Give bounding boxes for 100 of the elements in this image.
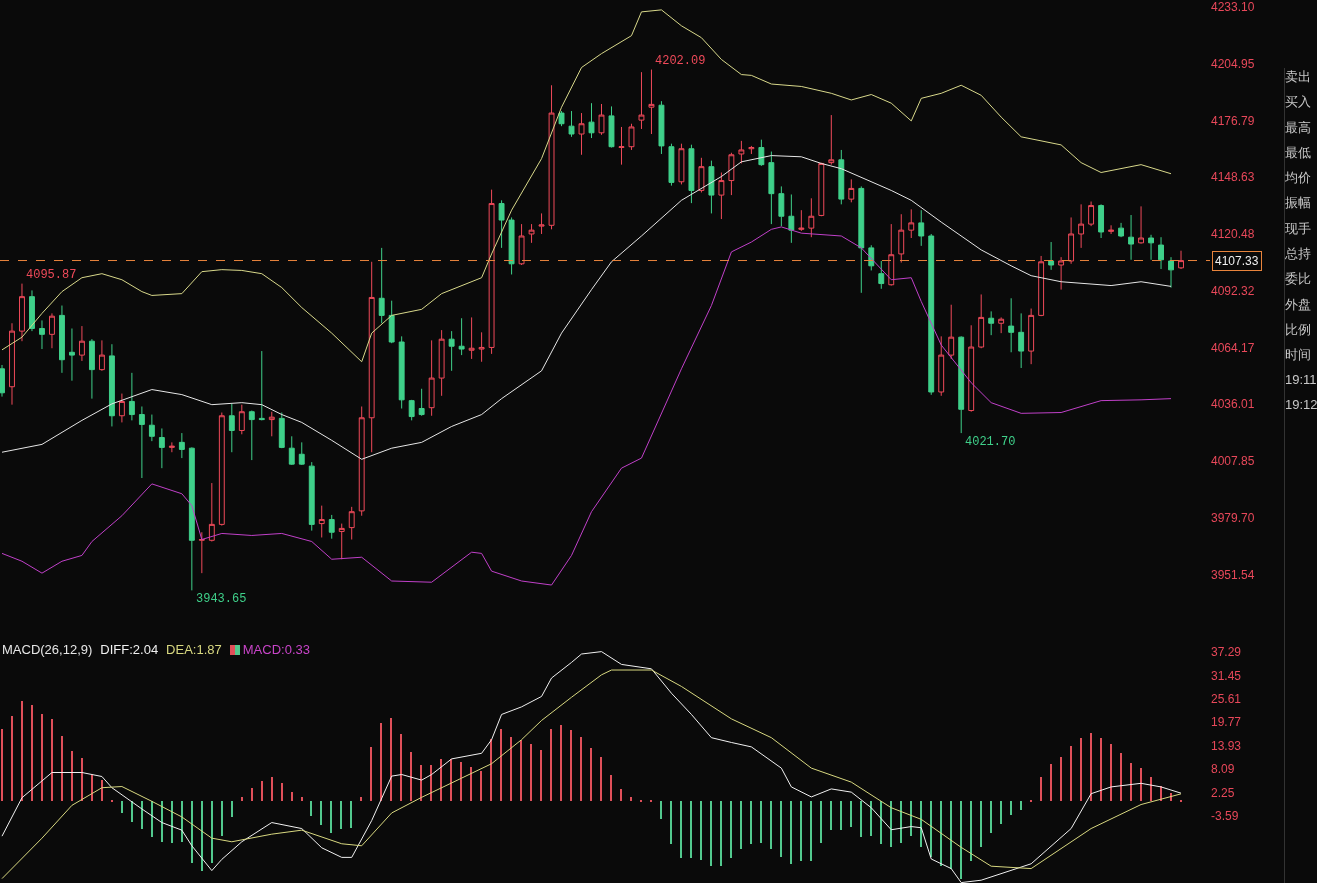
bar (1090, 733, 1092, 801)
bar (1140, 768, 1142, 801)
candlestick (898, 213, 905, 264)
bar (530, 744, 532, 801)
y-tick-label: 4233.10 (1211, 0, 1255, 15)
bar (850, 801, 852, 827)
bar (71, 751, 73, 801)
bar (740, 801, 742, 849)
bar (261, 781, 263, 801)
bar (1050, 764, 1052, 801)
candlestick (1088, 201, 1095, 227)
bar (211, 801, 213, 863)
candlestick (698, 157, 705, 193)
candlestick (688, 144, 695, 204)
y-tick-label: 3951.54 (1211, 567, 1255, 582)
chart-title: MACD(26,12,9) (2, 642, 93, 657)
bar (131, 801, 133, 822)
bar (51, 719, 53, 801)
candlestick (628, 123, 635, 151)
bar (940, 801, 942, 866)
ref-line-label: 4107.33 (1215, 254, 1259, 268)
bar (1010, 801, 1012, 815)
bar (920, 801, 922, 847)
text: 振幅 (1285, 194, 1312, 213)
bar (1040, 777, 1042, 801)
candlestick (428, 339, 435, 417)
candlestick (228, 403, 235, 453)
bar (600, 757, 602, 801)
bar (340, 801, 342, 829)
candlestick (1038, 255, 1045, 317)
bar (490, 739, 492, 801)
candlestick (758, 139, 765, 167)
candlestick (418, 388, 425, 417)
bar (720, 801, 722, 866)
text: 4021.70 (965, 435, 1016, 449)
bar (630, 797, 632, 801)
candlestick (668, 143, 675, 187)
candlestick (1028, 308, 1035, 365)
candlestick (478, 331, 485, 363)
text: 4095.87 (26, 268, 77, 282)
candlestick (1108, 224, 1115, 235)
bar (930, 801, 932, 857)
candlestick (198, 531, 205, 574)
candlestick (328, 514, 335, 540)
bar (590, 748, 592, 801)
candlestick (368, 261, 375, 453)
bar (960, 801, 962, 879)
candlestick (398, 335, 405, 409)
candlestick (128, 372, 135, 421)
bar (21, 701, 23, 801)
bar (500, 729, 502, 801)
candlestick (1128, 214, 1135, 261)
bar (460, 762, 462, 801)
candlestick (138, 405, 145, 479)
bar (480, 771, 482, 801)
text: 现手 (1285, 219, 1312, 238)
bar (1120, 753, 1122, 801)
candlestick (288, 435, 295, 466)
candlestick (978, 293, 985, 349)
y-tick-label: 37.29 (1211, 645, 1242, 660)
candlestick (818, 162, 825, 217)
bar (910, 801, 912, 836)
text: 比例 (1285, 320, 1312, 339)
candlestick (938, 335, 945, 397)
candlestick (678, 143, 685, 185)
bar (580, 737, 582, 801)
legend-label: MACD:0.33 (242, 642, 310, 657)
line-series (1, 9, 1172, 363)
candlestick (248, 410, 255, 461)
candlestick (538, 212, 545, 235)
candlestick (748, 145, 755, 155)
candlestick (338, 523, 345, 560)
text: 3943.65 (196, 592, 247, 606)
candlestick (518, 223, 525, 266)
candlestick (528, 223, 535, 244)
bar (980, 801, 982, 847)
bar (970, 801, 972, 861)
bar (420, 765, 422, 801)
candlestick (19, 283, 25, 342)
candlestick (988, 310, 995, 336)
bar (430, 765, 432, 801)
candlestick (68, 327, 75, 382)
bar (690, 801, 692, 858)
y-tick-label: 4064.17 (1211, 340, 1255, 355)
candlestick (498, 199, 505, 249)
bar (770, 801, 772, 849)
bar (141, 801, 143, 829)
y-tick-label: 4092.32 (1211, 283, 1255, 298)
bar (700, 801, 702, 860)
candlestick (188, 446, 195, 591)
bar (251, 788, 253, 801)
y-tick-label: 4007.85 (1211, 454, 1255, 469)
candlestick (378, 247, 385, 324)
text: 19:11 (1285, 371, 1317, 389)
bar (320, 801, 322, 825)
candlestick (808, 197, 815, 238)
bar (870, 801, 872, 836)
text: 19:12 (1285, 396, 1317, 414)
bar (900, 801, 902, 843)
bar (520, 740, 522, 801)
